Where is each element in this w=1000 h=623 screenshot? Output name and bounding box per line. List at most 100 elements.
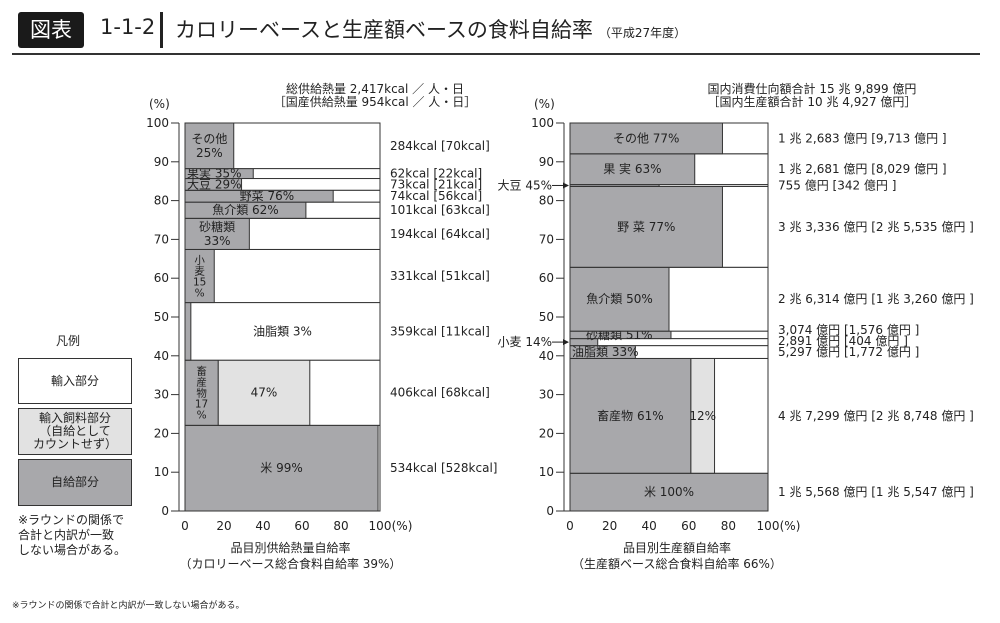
legend-label: 自給部分	[50, 475, 99, 489]
segment-label: 麦	[194, 266, 205, 278]
value-label: 101kcal [63kcal]	[390, 203, 490, 217]
segment-label: 野菜 76%	[240, 189, 295, 203]
segment-label: 17	[195, 399, 208, 411]
segment-label: 25%	[196, 146, 223, 160]
y-tick-label: 10	[154, 465, 169, 479]
y-tick-label: 30	[539, 388, 554, 402]
legend-self: 自給部分	[18, 459, 132, 506]
segment-label: 畜	[196, 365, 207, 378]
figure-number: 1-1-2	[100, 15, 156, 39]
title-divider	[160, 12, 163, 48]
segment-self-魚介類	[569, 266, 670, 332]
segment-label: 畜産物 61%	[597, 408, 664, 423]
value-label: 2 兆 6,314 億円 [1 兆 3,260 億円 ]	[778, 292, 974, 306]
value-label: 194kcal [64kcal]	[390, 227, 490, 241]
value-label: 1 兆 5,568 億円 [1 兆 5,547 億円 ]	[778, 485, 974, 499]
x-tick-label: 40	[255, 519, 270, 533]
y-tick-label: 20	[154, 426, 169, 440]
title-text: カロリーベースと生産額ベースの食料自給率	[175, 18, 593, 42]
segment-label: 33%	[204, 234, 231, 248]
value-label: 331kcal [51kcal]	[390, 269, 490, 283]
chart-header: ［国産供給熱量 954kcal ／ 人・日］	[274, 94, 477, 109]
legend-title: 凡例	[56, 334, 81, 348]
y-tick-label: 0	[546, 504, 554, 518]
y-tick-label: 60	[539, 271, 554, 285]
x-tick-label: 80	[333, 519, 348, 533]
segment-label: %	[195, 288, 205, 300]
outside-label: 小麦 14%	[498, 335, 553, 349]
x-axis-subtitle: （生産額ベース総合食料自給率 66%）	[572, 556, 782, 571]
arrow-head-icon	[563, 182, 569, 189]
value-label: 3 兆 3,336 億円 [2 兆 5,535 億円 ]	[778, 220, 974, 234]
value-label: 3,074 億円 [1,576 億円 ]	[778, 323, 919, 337]
segment-label: 魚介類 62%	[212, 203, 279, 217]
y-axis-unit: (%)	[534, 97, 555, 111]
y-tick-label: 90	[154, 155, 169, 169]
y-tick-label: 20	[539, 426, 554, 440]
value-label: 1 兆 2,683 億円 [9,713 億円 ]	[778, 131, 947, 145]
x-axis-subtitle: （カロリーベース総合食料自給率 39%）	[180, 556, 402, 571]
segment-label: 砂糖類	[199, 219, 235, 234]
x-tick-label: 100	[369, 519, 392, 533]
feed-label: 12%	[689, 409, 716, 423]
value-label: 406kcal [68kcal]	[390, 386, 490, 400]
segment-feed-畜産物	[217, 359, 311, 426]
x-tick-label: 80	[721, 519, 736, 533]
legend-note: ※ラウンドの関係で 合計と内訳が一致 しない場合がある。	[18, 513, 127, 557]
y-tick-label: 70	[154, 232, 169, 246]
x-tick-label: 0	[566, 519, 574, 533]
segment-label: 小	[194, 255, 205, 267]
value-label: 4 兆 7,299 億円 [2 兆 8,748 億円 ]	[778, 409, 974, 423]
x-tick-label: 20	[216, 519, 231, 533]
segment-self-油脂類	[184, 302, 192, 361]
segment-label: 果実 35%	[187, 166, 242, 181]
y-tick-label: 80	[154, 194, 169, 208]
outside-label: 大豆 45%	[498, 178, 553, 192]
segment-label: 米 100%	[644, 485, 694, 499]
value-label: 5,297 億円 [1,772 億円 ]	[778, 345, 919, 359]
segment-label: 果 実 63%	[603, 161, 661, 176]
segment-label: その他 77%	[613, 131, 680, 145]
segment-label: 油脂類 3%	[253, 323, 312, 338]
y-tick-label: 50	[154, 310, 169, 324]
legend-feed: 輸入飼料部分 （自給として カウントせず）	[18, 408, 132, 455]
value-label: 755 億円 [342 億円 ]	[778, 178, 896, 192]
y-tick-label: 60	[154, 271, 169, 285]
segment-label: 15	[193, 277, 206, 289]
x-tick-label: 0	[181, 519, 189, 533]
segment-label: %	[197, 410, 207, 422]
y-tick-label: 0	[161, 504, 169, 518]
chart-header: ［国内生産額合計 10 兆 4,927 億円］	[708, 94, 917, 109]
feed-label: 47%	[251, 386, 278, 400]
x-tick-label: 60	[681, 519, 696, 533]
segment-label: 産	[196, 376, 207, 389]
x-axis-unit: (%)	[392, 519, 413, 533]
chart-header: 総供給熱量 2,417kcal ／ 人・日	[286, 82, 464, 96]
y-axis-unit: (%)	[149, 97, 170, 111]
y-tick-label: 50	[539, 310, 554, 324]
y-tick-label: 30	[154, 388, 169, 402]
chart-header: 国内消費仕向額合計 15 兆 9,899 億円	[708, 81, 917, 96]
legend-import: 輸入部分	[18, 358, 132, 404]
y-tick-label: 40	[539, 349, 554, 363]
y-tick-label: 100	[531, 116, 554, 130]
x-tick-label: 20	[602, 519, 617, 533]
segment-self-畜産物	[569, 357, 692, 474]
legend-label: 輸入部分	[50, 373, 99, 388]
value-label: 62kcal [22kcal]	[390, 166, 482, 180]
arrow-head-icon	[563, 339, 569, 346]
segment-import-油脂類	[184, 302, 381, 361]
legend-label: 輸入飼料部分 （自給として カウントせず）	[32, 411, 117, 451]
x-tick-label: 60	[294, 519, 309, 533]
header-rule	[12, 53, 980, 55]
segment-label: 米 99%	[260, 461, 303, 475]
value-label: 2,891 億円 [404 億円 ]	[778, 334, 908, 348]
segment-label: 油脂類 33%	[572, 344, 639, 359]
value-label: 74kcal [56kcal]	[390, 189, 482, 203]
footnote: ※ラウンドの関係で合計と内訳が一致しない場合がある。	[12, 601, 245, 611]
y-tick-label: 90	[539, 155, 554, 169]
segment-self-その他	[184, 122, 235, 170]
segment-self-米	[569, 472, 769, 512]
